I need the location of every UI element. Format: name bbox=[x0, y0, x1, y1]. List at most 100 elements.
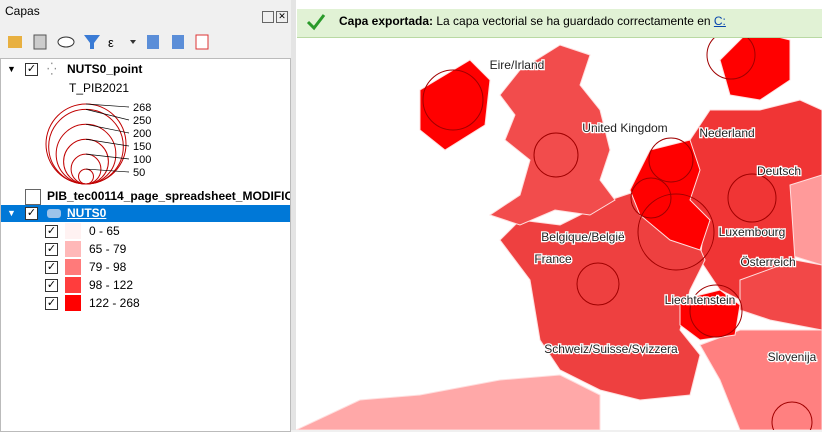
point-symbol bbox=[576, 262, 620, 306]
place-label: Slovenija bbox=[768, 350, 817, 364]
place-label: Deutsch bbox=[757, 164, 801, 178]
class-label: 98 - 122 bbox=[89, 278, 134, 292]
checkbox[interactable]: ✓ bbox=[45, 261, 58, 274]
size-label: 200 bbox=[133, 128, 151, 140]
panel-title: Capas bbox=[5, 4, 40, 18]
checkbox[interactable]: ✓ bbox=[25, 63, 38, 76]
layer-row[interactable]: ▼ ✓ ⁛ NUTS0_point bbox=[1, 61, 290, 78]
remove-icon[interactable] bbox=[195, 34, 209, 50]
checkbox[interactable]: ✓ bbox=[45, 297, 58, 310]
class-label: 122 - 268 bbox=[89, 296, 140, 310]
class-label: 79 - 98 bbox=[89, 260, 127, 274]
size-label: 268 bbox=[133, 102, 151, 114]
checkbox[interactable]: ✓ bbox=[45, 225, 58, 238]
layer-tree: ▼ ✓ ⁛ NUTS0_point T_PIB2021 268 250 200 150… bbox=[0, 58, 291, 432]
layer-row[interactable]: PIB_tec00114_page_spreadsheet_MODIFICA bbox=[1, 188, 290, 205]
country bbox=[419, 59, 491, 151]
leader-line bbox=[85, 168, 130, 173]
message-bar: Capa exportada: La capa vectorial se ha … bbox=[297, 9, 822, 38]
class-label: 0 - 65 bbox=[89, 224, 120, 238]
map-canvas[interactable]: Eire/Irland United Kingdom Nederland Deutsc… bbox=[296, 0, 822, 430]
class-row[interactable]: ✓ 0 - 65 bbox=[1, 223, 290, 240]
map-labels: Eire/Irland United Kingdom Nederland Deutsc… bbox=[488, 57, 818, 366]
leader-line bbox=[85, 109, 130, 121]
country bbox=[699, 329, 822, 430]
point-symbol bbox=[637, 193, 715, 271]
place-label: United Kingdom bbox=[582, 121, 667, 135]
leader-line bbox=[85, 153, 130, 160]
expand-icon[interactable] bbox=[147, 35, 159, 49]
float-button[interactable] bbox=[262, 11, 274, 23]
place-label: Luxembourg bbox=[719, 225, 786, 239]
place-label: Belgique/België bbox=[541, 230, 625, 244]
place-label: Liechtenstein bbox=[665, 293, 736, 307]
size-label: 150 bbox=[133, 141, 151, 153]
point-symbol bbox=[689, 284, 743, 338]
legend-title: T_PIB2021 bbox=[69, 81, 130, 95]
class-swatch bbox=[65, 295, 81, 311]
layers-panel: Capas ✕ ε ▼ ✓ ⁛ NUTS0_point T_PIB2021 26… bbox=[0, 0, 291, 432]
size-circle bbox=[63, 138, 109, 185]
layer-name: NUTS0 bbox=[67, 206, 107, 220]
place-label: Nederland bbox=[699, 126, 754, 140]
class-swatch bbox=[65, 277, 81, 293]
checkbox[interactable]: ✓ bbox=[25, 207, 38, 220]
leader-line bbox=[85, 103, 130, 108]
point-symbol bbox=[727, 173, 777, 223]
collapse-icon[interactable] bbox=[172, 35, 184, 49]
country bbox=[488, 44, 616, 226]
add-group-icon[interactable] bbox=[33, 34, 47, 50]
class-swatch bbox=[65, 223, 81, 239]
class-row[interactable]: ✓ 79 - 98 bbox=[1, 259, 290, 276]
success-icon bbox=[306, 14, 326, 31]
collapse-arrow[interactable]: ▼ bbox=[7, 64, 16, 74]
layer-name: PIB_tec00114_page_spreadsheet_MODIFICA bbox=[47, 189, 291, 203]
point-symbol bbox=[771, 401, 813, 430]
class-swatch bbox=[65, 241, 81, 257]
class-swatch bbox=[65, 259, 81, 275]
country bbox=[296, 374, 601, 430]
toolbar: ε bbox=[8, 34, 209, 50]
class-row[interactable]: ✓ 65 - 79 bbox=[1, 241, 290, 258]
style-icon[interactable] bbox=[8, 36, 22, 48]
country bbox=[679, 289, 741, 341]
class-row[interactable]: ✓ 98 - 122 bbox=[1, 277, 290, 294]
layer-name: NUTS0_point bbox=[67, 62, 143, 76]
proportional-circles bbox=[422, 30, 813, 430]
message-link[interactable]: C: bbox=[713, 14, 726, 28]
countries bbox=[296, 29, 822, 430]
class-row[interactable]: ✓ 122 - 268 bbox=[1, 295, 290, 312]
leader-line bbox=[85, 138, 130, 147]
place-label: Schweiz/Suisse/Svizzera bbox=[544, 342, 678, 356]
expression-icon[interactable]: ε bbox=[108, 35, 114, 50]
checkbox[interactable]: ✓ bbox=[45, 243, 58, 256]
splitter[interactable] bbox=[291, 0, 296, 430]
size-label: 100 bbox=[133, 154, 151, 166]
point-symbol bbox=[533, 132, 579, 178]
visibility-icon[interactable] bbox=[57, 36, 75, 48]
leader-line bbox=[85, 123, 130, 134]
country bbox=[739, 259, 822, 331]
collapse-arrow[interactable]: ▼ bbox=[7, 208, 16, 218]
size-circle bbox=[78, 168, 94, 185]
checkbox[interactable]: ✓ bbox=[45, 279, 58, 292]
class-label: 65 - 79 bbox=[89, 242, 127, 256]
size-label: 250 bbox=[133, 115, 151, 127]
close-button[interactable]: ✕ bbox=[276, 11, 288, 23]
place-label: Eire/Irland bbox=[490, 58, 545, 72]
place-label: France bbox=[534, 252, 572, 266]
point-icon: ⁛ bbox=[47, 62, 57, 76]
size-label: 50 bbox=[133, 167, 145, 179]
message-title: Capa exportada: bbox=[339, 14, 434, 28]
message-text: La capa vectorial se ha guardado correct… bbox=[436, 14, 711, 28]
table-icon bbox=[25, 189, 41, 205]
place-label: Österreich bbox=[740, 255, 795, 269]
dropdown-icon[interactable] bbox=[130, 40, 136, 44]
filter-icon[interactable] bbox=[84, 35, 100, 49]
point-symbol bbox=[648, 137, 694, 183]
point-symbol bbox=[630, 177, 672, 219]
layer-row-selected[interactable]: ▼ ✓ NUTS0 bbox=[1, 205, 290, 222]
polygon-icon bbox=[47, 209, 61, 218]
